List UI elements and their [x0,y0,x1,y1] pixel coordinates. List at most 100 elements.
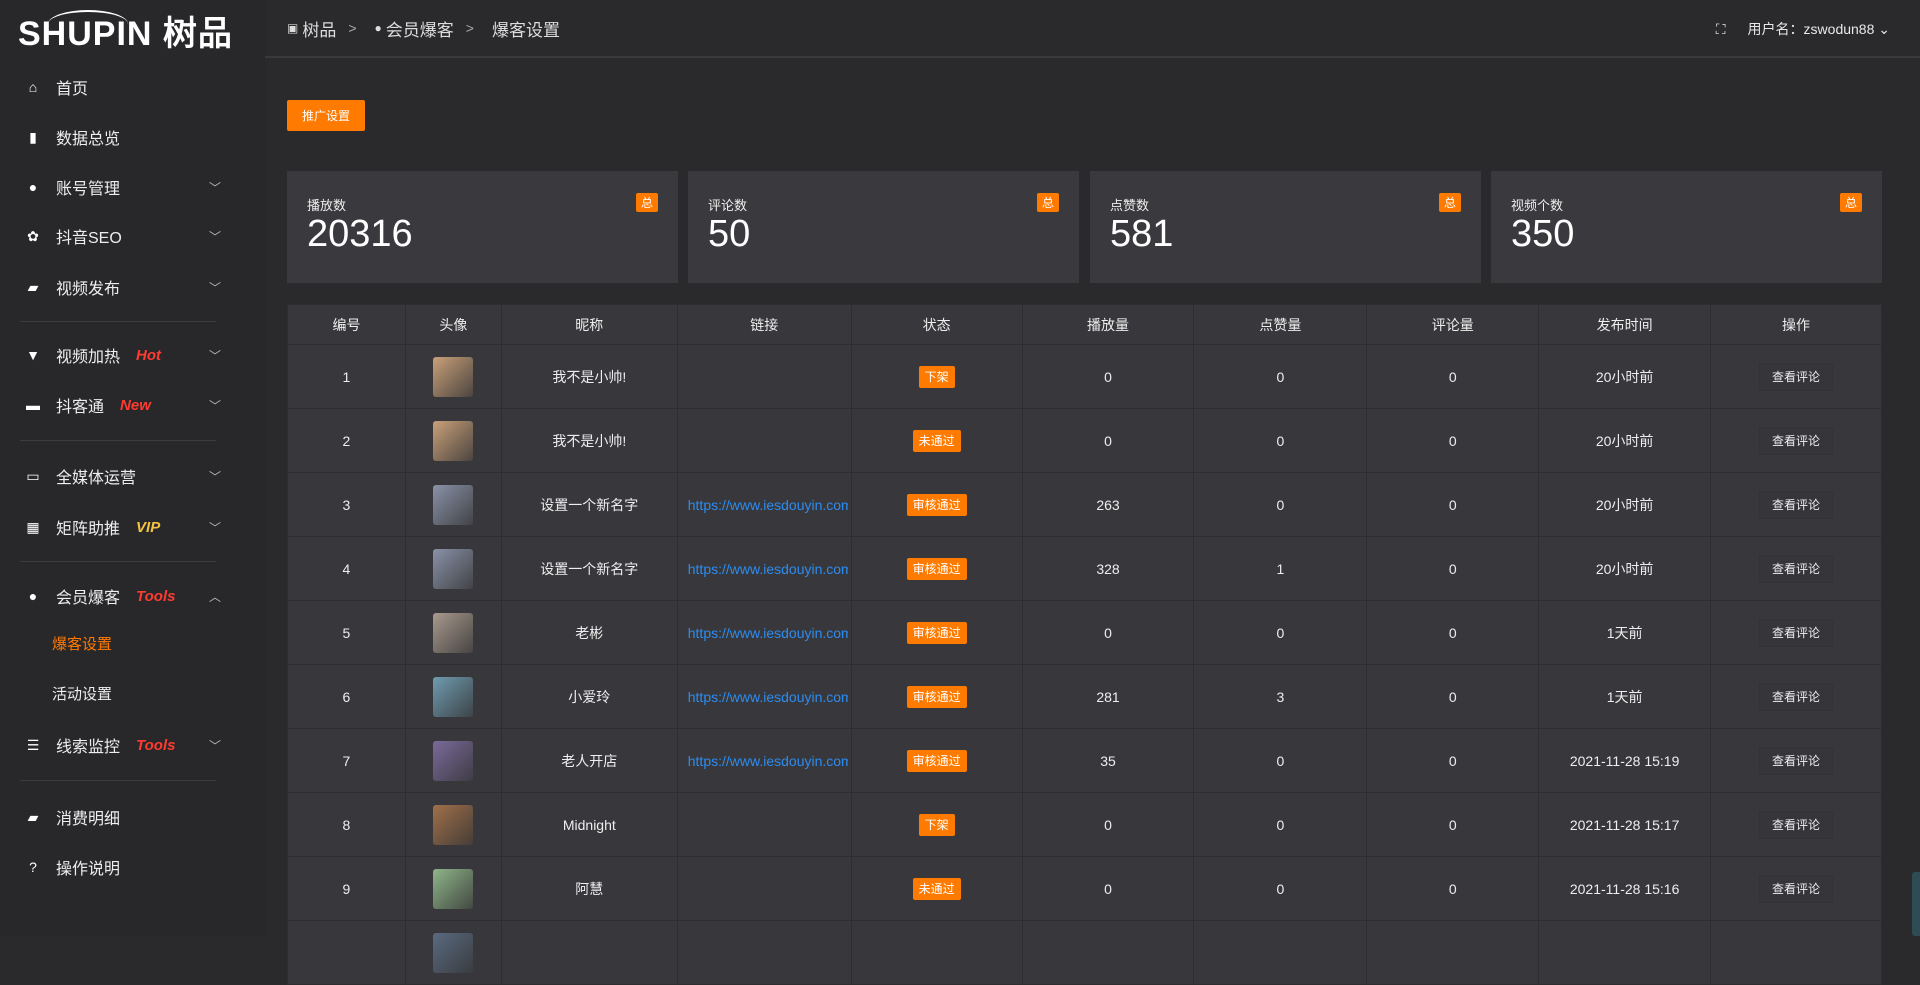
plays: 0 [1021,792,1195,857]
status-badge: 未通过 [912,878,961,900]
link-cell [676,792,852,857]
monitor-icon: ▭ [26,467,40,484]
likes [1193,920,1368,985]
video-link[interactable]: https://www.iesdouyin.com [687,560,848,577]
chevron-down-icon: ﹀ [208,229,221,244]
comments: 0 [1366,664,1540,729]
sidebar-item-label: 线索监控 [56,739,121,756]
nickname: 我不是小帅! [500,344,678,409]
status-cell: 审核通过 [850,664,1023,729]
sidebar-item[interactable]: ⌂ 首页 [0,62,265,112]
sidebar-item[interactable]: ● 账号管理 ﹀ [0,162,265,212]
table-row: 5 老彬 https://www.iesdouyin.com 审核通过 0 0 … [287,600,1882,665]
avatar-cell [404,920,502,985]
action-cell: 查看评论 [1710,344,1882,409]
video-link[interactable]: https://www.iesdouyin.com [687,496,848,513]
table-row: 9 阿慧 未通过 0 0 0 2021-11-28 15:16 查看评论 [287,856,1882,921]
nickname: 我不是小帅! [500,408,678,473]
bar-chart-icon: ▮ [29,128,37,145]
status-cell [850,920,1023,985]
sidebar-item-label: 数据总览 [56,131,121,148]
view-comments-button[interactable]: 查看评论 [1759,363,1834,391]
table-row: 2 我不是小帅! 未通过 0 0 0 20小时前 查看评论 [287,408,1882,473]
sidebar-item-label: 矩阵助推 [56,521,121,538]
view-comments-button[interactable]: 查看评论 [1759,619,1834,647]
sidebar-item-label: 抖音SEO [56,230,122,247]
stat-card: 点赞数 581 总 [1090,171,1481,283]
sidebar-item-label: 全媒体运营 [56,470,137,487]
comments: 0 [1366,856,1540,921]
comments: 0 [1366,728,1540,793]
sidebar-item-label: 消费明细 [56,811,121,828]
stat-label: 评论数 [708,198,748,213]
video-link[interactable]: https://www.iesdouyin.com [687,752,848,769]
publish-time: 2021-11-28 15:16 [1538,856,1712,921]
sidebar-subitem[interactable]: 活动设置 [52,686,113,703]
sidebar-item[interactable]: ● 会员爆客 Tools ︿ [0,571,265,621]
stat-card: 评论数 50 总 [688,171,1079,283]
action-cell: 查看评论 [1710,856,1882,921]
link-cell: https://www.iesdouyin.com [676,600,852,665]
avatar [433,740,474,781]
sidebar-item-label: 首页 [56,81,89,98]
comments: 0 [1366,536,1540,601]
breadcrumb-item[interactable]: 会员爆客 [385,20,454,40]
row-id: 4 [287,536,406,601]
nickname: 老人开店 [500,728,678,793]
sidebar-item[interactable]: ▼ 视频加热 Hot ﹀ [0,330,265,380]
link-cell [676,856,852,921]
logo-text: SHUPIN 树品 [18,14,233,53]
promo-settings-button[interactable]: 推广设置 [287,100,365,131]
action-cell: 查看评论 [1710,728,1882,793]
sidebar-item[interactable]: ☰ 线索监控 Tools ﹀ [0,720,265,770]
video-link[interactable]: https://www.iesdouyin.com [687,688,848,705]
sidebar-item[interactable]: ▰ 视频发布 ﹀ [0,262,265,312]
sidebar-tag: Tools [136,587,176,605]
breadcrumb: ▣ 树品 > ● 会员爆客 > 爆客设置 [287,16,560,41]
chat-icon: ▬ [26,397,40,413]
sidebar-item[interactable]: ▮ 数据总览 [0,112,265,162]
sidebar-item[interactable]: ✿ 抖音SEO ﹀ [0,211,265,261]
sidebar-item[interactable]: ? 操作说明 [0,842,265,892]
logo[interactable]: SHUPIN 树品 [0,0,265,60]
avatar-cell [404,856,502,921]
video-link[interactable]: https://www.iesdouyin.com [687,624,848,641]
divider [20,561,216,562]
sidebar-tag: Tools [136,736,176,754]
likes: 0 [1193,600,1368,665]
column-header: 播放量 [1021,304,1195,345]
user-menu[interactable]: 用户名：zswodun88 ⌄ [1748,19,1890,39]
sidebar-item[interactable]: ▰ 消费明细 [0,792,265,842]
sidebar-tag: VIP [136,518,161,536]
table-row: 8 Midnight 下架 0 0 0 2021-11-28 15:17 查看评… [287,792,1882,857]
comments [1366,920,1540,985]
chevron-down-icon: ⌄ [1878,21,1890,37]
sidebar-subitem[interactable]: 爆客设置 [52,636,113,653]
floating-widget[interactable] [1912,872,1920,936]
breadcrumb-item[interactable]: 树品 [302,20,337,40]
sidebar-item[interactable]: ▦ 矩阵助推 VIP ﹀ [0,502,265,552]
view-comments-button[interactable]: 查看评论 [1759,811,1834,839]
status-badge: 审核通过 [906,686,967,708]
status-cell: 未通过 [850,408,1023,473]
avatar [433,804,474,845]
sidebar-item[interactable]: ▭ 全媒体运营 ﹀ [0,451,265,501]
sidebar-item-label: 视频发布 [56,281,121,298]
fullscreen-icon[interactable]: ⛶ [1715,20,1726,37]
avatar [433,356,474,397]
table-row: 6 小爱玲 https://www.iesdouyin.com 审核通过 281… [287,664,1882,729]
view-comments-button[interactable]: 查看评论 [1759,427,1834,455]
status-badge: 未通过 [912,430,961,452]
wallet-icon: ▰ [27,808,39,825]
sidebar-item[interactable]: ▬ 抖客通 New ﹀ [0,380,265,430]
column-header: 状态 [850,304,1023,345]
gear-icon: ✿ [27,227,39,244]
view-comments-button[interactable]: 查看评论 [1759,747,1834,775]
view-comments-button[interactable]: 查看评论 [1759,875,1834,903]
publish-time: 20小时前 [1538,408,1712,473]
view-comments-button[interactable]: 查看评论 [1759,555,1834,583]
stat-card: 播放数 20316 总 [287,171,678,283]
view-comments-button[interactable]: 查看评论 [1759,683,1834,711]
view-comments-button[interactable]: 查看评论 [1759,491,1834,519]
plays: 0 [1021,408,1195,473]
